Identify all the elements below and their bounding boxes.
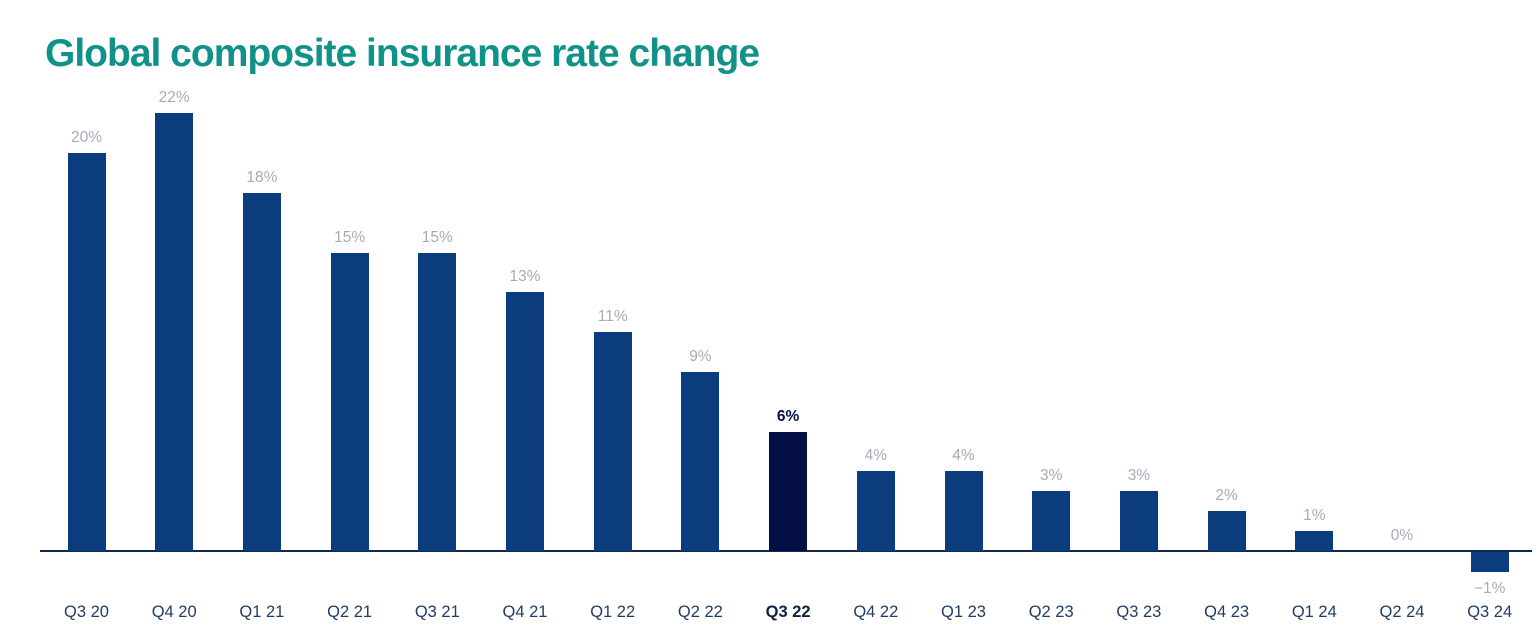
bar bbox=[67, 153, 106, 551]
bar bbox=[242, 192, 281, 551]
bar-value-label: 3% bbox=[1127, 467, 1151, 485]
x-axis-label: Q2 21 bbox=[327, 603, 373, 621]
x-axis-label: Q4 22 bbox=[853, 603, 899, 621]
bar bbox=[1032, 491, 1071, 551]
x-axis-label: Q4 21 bbox=[502, 603, 548, 621]
x-axis-label: Q2 23 bbox=[1028, 603, 1074, 621]
bar-value-label: 9% bbox=[689, 347, 712, 365]
bar-value-label: −1% bbox=[1473, 579, 1506, 597]
x-axis-label: Q4 20 bbox=[151, 603, 197, 621]
bar-value-label: 0% bbox=[1390, 527, 1414, 544]
bar-value-label: 4% bbox=[864, 447, 887, 465]
bar bbox=[593, 332, 632, 551]
bar-value-label: 4% bbox=[952, 447, 975, 465]
bar bbox=[1119, 491, 1158, 551]
bar bbox=[1207, 511, 1246, 551]
bar bbox=[944, 471, 983, 551]
x-axis-label: Q3 21 bbox=[414, 603, 460, 621]
bar bbox=[418, 252, 457, 551]
x-axis-label: Q1 21 bbox=[239, 603, 285, 621]
bar-highlighted bbox=[769, 431, 808, 551]
x-axis-label: Q3 20 bbox=[64, 603, 109, 621]
bar-value-label: 6% bbox=[776, 407, 800, 425]
x-axis-line bbox=[40, 550, 1532, 552]
x-axis-label: Q1 22 bbox=[590, 603, 636, 621]
x-axis-label: Q2 22 bbox=[677, 603, 723, 621]
x-axis-label: Q3 24 bbox=[1467, 603, 1513, 621]
bar-value-label: 15% bbox=[421, 228, 453, 246]
x-axis-label: Q2 24 bbox=[1379, 603, 1425, 621]
bar bbox=[506, 292, 544, 551]
x-axis-label: Q3 23 bbox=[1116, 603, 1162, 621]
bar-value-label: 11% bbox=[597, 308, 628, 326]
bar bbox=[1470, 552, 1509, 572]
x-axis-label: Q4 23 bbox=[1204, 603, 1250, 621]
bar-value-label: 15% bbox=[334, 228, 366, 246]
bar-value-label: 20% bbox=[70, 129, 103, 146]
bar-value-label: 13% bbox=[509, 268, 541, 286]
bar bbox=[856, 471, 895, 551]
bar-value-label: 18% bbox=[246, 168, 278, 186]
bar-value-label: 3% bbox=[1039, 467, 1063, 485]
bar bbox=[330, 252, 369, 551]
page-title: Global composite insurance rate change bbox=[45, 32, 760, 76]
bar-value-label: 2% bbox=[1215, 487, 1238, 505]
bar bbox=[1295, 531, 1334, 551]
bar-value-label: 1% bbox=[1303, 507, 1326, 525]
bar bbox=[155, 113, 194, 551]
x-axis-label: Q1 23 bbox=[941, 603, 986, 621]
bar-value-label: 22% bbox=[158, 89, 190, 107]
bar bbox=[681, 371, 720, 551]
x-axis-label: Q3 22 bbox=[765, 603, 811, 621]
x-axis-label: Q1 24 bbox=[1291, 603, 1337, 621]
